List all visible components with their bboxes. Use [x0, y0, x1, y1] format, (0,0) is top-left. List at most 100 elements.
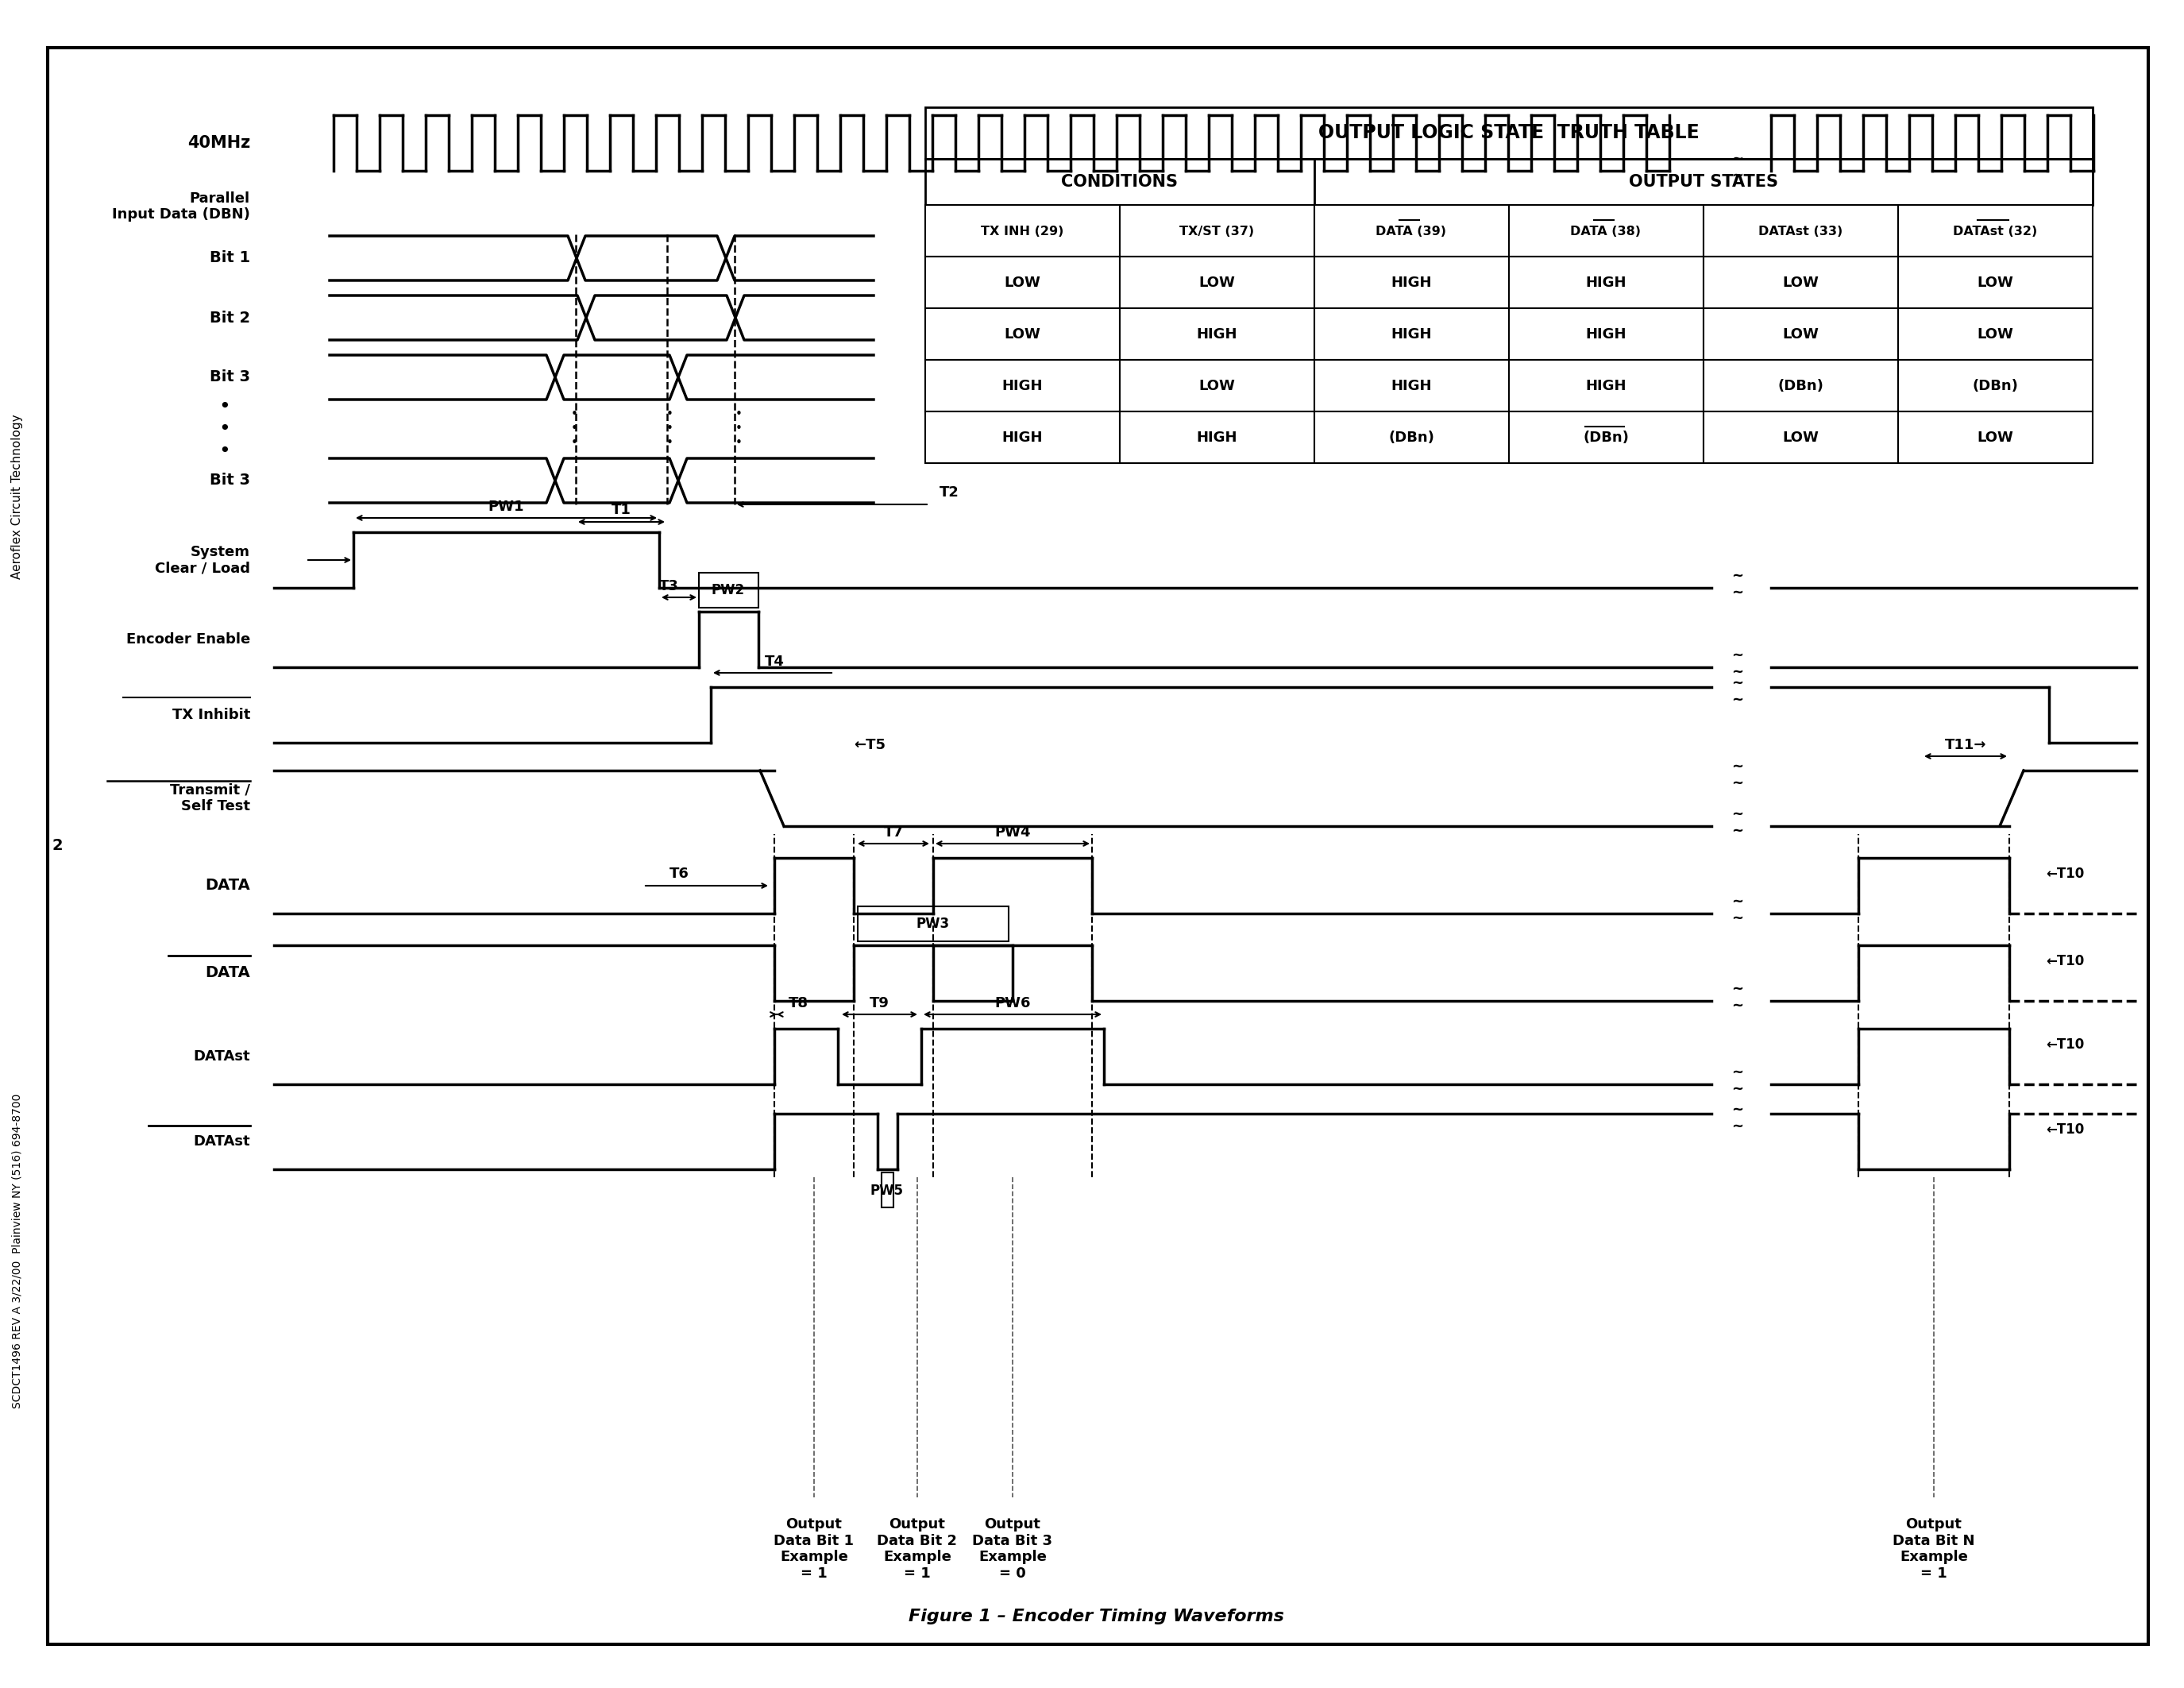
Text: ~
~: ~ ~	[1732, 1102, 1743, 1133]
Text: ←T10: ←T10	[2046, 1038, 2084, 1052]
Text: ~
~: ~ ~	[1732, 1065, 1743, 1096]
Text: SCDCT1496 REV A 3/22/00  Plainview NY (516) 694-8700: SCDCT1496 REV A 3/22/00 Plainview NY (51…	[11, 1094, 24, 1408]
Bar	[1315, 257, 1509, 309]
Bar	[1509, 360, 1704, 412]
Text: •: •	[570, 424, 579, 436]
Text: ←T10: ←T10	[2046, 1123, 2084, 1136]
Text: Transmit /
Self Test: Transmit / Self Test	[170, 783, 251, 814]
Bar	[926, 159, 1315, 204]
Text: 2: 2	[52, 839, 63, 854]
Text: OUTPUT STATES: OUTPUT STATES	[1629, 174, 1778, 189]
Bar	[926, 257, 1120, 309]
Text: 40MHz: 40MHz	[188, 135, 251, 150]
Text: ←T5: ←T5	[854, 738, 885, 753]
Text: Figure 1 – Encoder Timing Waveforms: Figure 1 – Encoder Timing Waveforms	[909, 1609, 1284, 1624]
Bar	[1120, 257, 1315, 309]
Bar	[1704, 412, 1898, 463]
Bar	[1509, 257, 1704, 309]
Text: Bit 2: Bit 2	[210, 311, 251, 326]
Text: Output
Data Bit 2
Example
= 1: Output Data Bit 2 Example = 1	[878, 1518, 957, 1582]
Text: LOW: LOW	[1005, 327, 1040, 341]
Text: ~
~: ~ ~	[1732, 569, 1743, 599]
Text: HIGH: HIGH	[1197, 430, 1236, 446]
Text: •: •	[570, 437, 579, 449]
Text: HIGH: HIGH	[1586, 275, 1627, 290]
Text: Aeroflex Circuit Technology: Aeroflex Circuit Technology	[11, 414, 24, 579]
Text: Encoder Enable: Encoder Enable	[127, 633, 251, 647]
Text: HIGH: HIGH	[1197, 327, 1236, 341]
Text: ~
~: ~ ~	[1732, 760, 1743, 790]
Bar	[926, 360, 1120, 412]
Text: •: •	[666, 408, 673, 420]
Bar	[926, 412, 1120, 463]
Bar	[1120, 412, 1315, 463]
Text: PW5: PW5	[871, 1183, 904, 1198]
Text: T8: T8	[788, 996, 808, 1011]
Bar	[926, 108, 2092, 159]
Text: •: •	[736, 424, 743, 436]
Text: PW1: PW1	[487, 500, 524, 513]
Text: T1: T1	[612, 503, 631, 517]
Text: PW2: PW2	[712, 582, 745, 598]
Text: HIGH: HIGH	[1586, 378, 1627, 393]
Text: (DBn): (DBn)	[1778, 378, 1824, 393]
Text: T9: T9	[869, 996, 889, 1011]
Text: HIGH: HIGH	[1002, 378, 1042, 393]
Text: DATAst: DATAst	[192, 1050, 251, 1063]
Text: HIGH: HIGH	[1391, 378, 1433, 393]
Bar	[1898, 360, 2092, 412]
Text: TX/ST (37): TX/ST (37)	[1179, 225, 1254, 236]
Text: Bit 3: Bit 3	[210, 370, 251, 385]
Text: Output
Data Bit 1
Example
= 1: Output Data Bit 1 Example = 1	[773, 1518, 854, 1582]
Text: •: •	[666, 437, 673, 449]
Bar	[858, 906, 1009, 942]
Text: •: •	[570, 408, 579, 420]
Bar	[1898, 309, 2092, 360]
Bar	[1315, 360, 1509, 412]
Text: (DBn): (DBn)	[1972, 378, 2018, 393]
Bar	[1898, 204, 2092, 257]
Bar	[1704, 309, 1898, 360]
Bar	[1120, 204, 1315, 257]
Bar	[1315, 412, 1509, 463]
Bar	[882, 1173, 893, 1207]
Text: ←T10: ←T10	[2046, 866, 2084, 881]
Bar	[926, 204, 1120, 257]
Text: LOW: LOW	[1199, 378, 1234, 393]
Text: ~
~: ~ ~	[1732, 675, 1743, 707]
Text: LOW: LOW	[1199, 275, 1234, 290]
Text: TX Inhibit: TX Inhibit	[173, 707, 251, 722]
Text: ~
~: ~ ~	[1732, 807, 1743, 837]
Bar	[1120, 360, 1315, 412]
Text: HIGH: HIGH	[1002, 430, 1042, 446]
Text: •
•
•: • • •	[218, 397, 229, 461]
Text: DATAst (33): DATAst (33)	[1758, 225, 1843, 236]
Text: HIGH: HIGH	[1391, 327, 1433, 341]
Text: ~
~: ~ ~	[1732, 895, 1743, 925]
Bar	[1704, 204, 1898, 257]
Text: HIGH: HIGH	[1586, 327, 1627, 341]
Text: LOW: LOW	[1977, 327, 2014, 341]
Text: ←T10: ←T10	[2046, 954, 2084, 969]
Text: •: •	[666, 424, 673, 436]
Bar	[1120, 309, 1315, 360]
Text: DATAst (32): DATAst (32)	[1952, 225, 2038, 236]
Text: Output
Data Bit N
Example
= 1: Output Data Bit N Example = 1	[1894, 1518, 1974, 1582]
Text: Parallel
Input Data (DBN): Parallel Input Data (DBN)	[111, 191, 251, 221]
Text: ~
~: ~ ~	[1732, 152, 1743, 182]
Text: CONDITIONS: CONDITIONS	[1061, 174, 1177, 189]
Text: LOW: LOW	[1005, 275, 1040, 290]
Text: DATAst: DATAst	[192, 1134, 251, 1148]
Bar	[1898, 257, 2092, 309]
Bar	[1898, 412, 2092, 463]
Text: Bit 1: Bit 1	[210, 250, 251, 265]
Text: T2: T2	[939, 486, 959, 500]
Bar	[1509, 412, 1704, 463]
Text: •: •	[736, 408, 743, 420]
Bar	[926, 309, 1120, 360]
Text: DATA: DATA	[205, 966, 251, 981]
Text: T11→: T11→	[1944, 738, 1987, 753]
Text: DATA: DATA	[205, 878, 251, 893]
Text: LOW: LOW	[1977, 275, 2014, 290]
Text: LOW: LOW	[1782, 327, 1819, 341]
